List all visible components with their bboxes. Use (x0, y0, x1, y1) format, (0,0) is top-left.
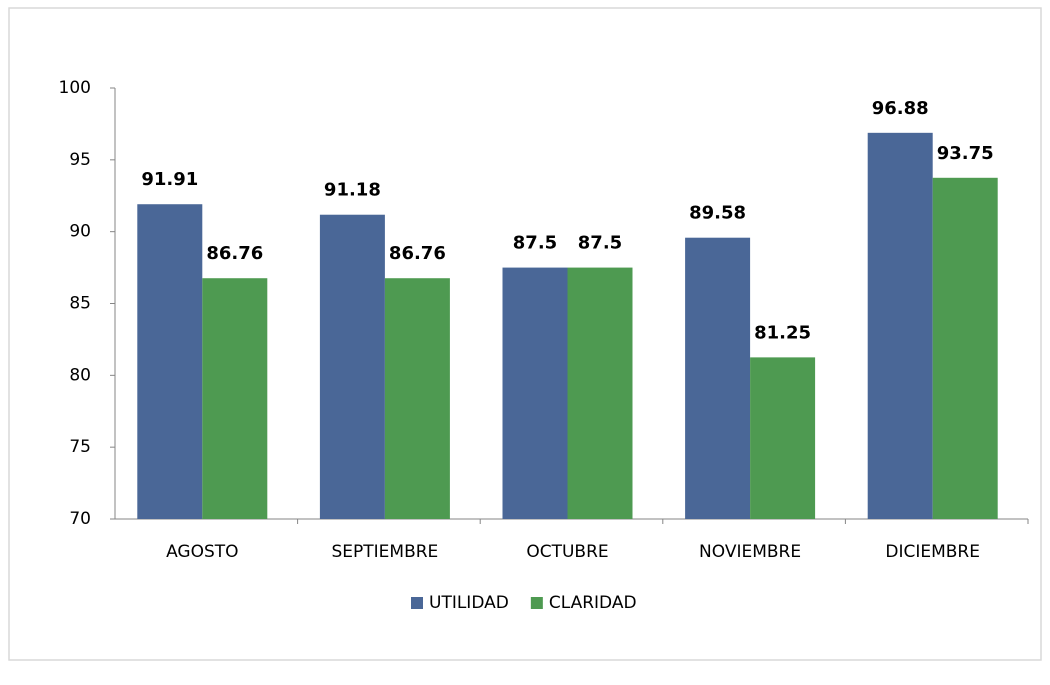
bar (567, 267, 633, 519)
y-tick-label: 80 (69, 365, 91, 385)
data-label: 89.58 (689, 203, 746, 224)
x-tick-label: SEPTIEMBRE (331, 542, 438, 562)
legend-label: CLARIDAD (549, 593, 637, 613)
data-label: 91.91 (141, 169, 198, 190)
bar (867, 132, 933, 519)
legend-swatch (530, 597, 543, 609)
y-tick-label: 85 (69, 294, 91, 314)
bar (384, 278, 450, 519)
legend-swatch (411, 597, 423, 609)
data-label: 87.5 (513, 233, 557, 254)
y-tick-label: 70 (69, 509, 91, 529)
bar (750, 357, 816, 519)
y-tick-label: 90 (69, 222, 91, 242)
data-label: 86.76 (389, 243, 446, 264)
x-tick-label: AGOSTO (166, 542, 238, 562)
data-label: 86.76 (206, 243, 263, 264)
data-label: 91.18 (324, 180, 381, 201)
bar (137, 204, 203, 520)
x-tick-label: DICIEMBRE (885, 542, 980, 562)
bar (685, 237, 751, 519)
bar (932, 177, 998, 519)
legend-label: UTILIDAD (429, 593, 509, 613)
y-tick-label: 75 (69, 437, 91, 457)
x-tick-label: NOVIEMBRE (699, 542, 801, 562)
data-label: 87.5 (578, 233, 622, 254)
x-tick-label: OCTUBRE (526, 542, 608, 562)
data-label: 93.75 (937, 143, 994, 164)
bar (202, 278, 268, 519)
bar (502, 267, 568, 519)
y-tick-label: 100 (59, 78, 91, 98)
y-tick-label: 95 (69, 150, 91, 170)
bar (319, 214, 385, 520)
data-label: 96.88 (872, 98, 929, 119)
data-label: 81.25 (754, 322, 811, 343)
